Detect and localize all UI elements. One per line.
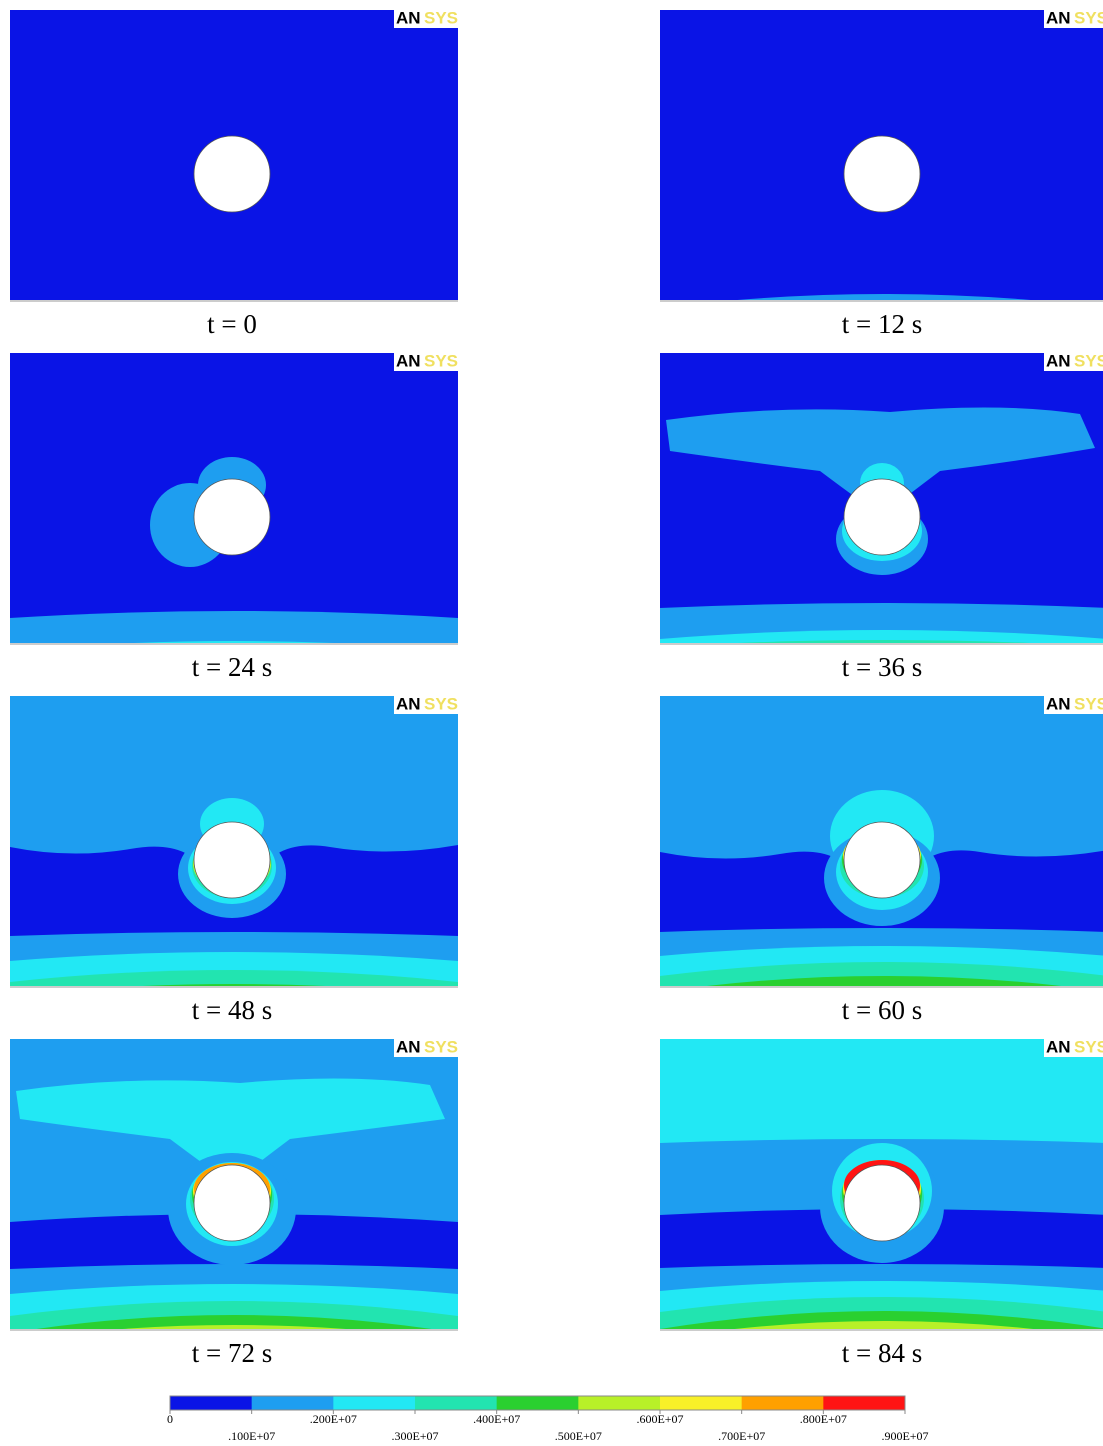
- contour-region: [666, 407, 1095, 516]
- legend-label: 0: [167, 1412, 173, 1426]
- logo-text: SYS: [1074, 351, 1103, 370]
- contour-panel: AN SYS: [10, 694, 458, 986]
- legend-swatch: [333, 1396, 416, 1410]
- logo-text: AN: [1046, 8, 1071, 27]
- legend-swatch: [741, 1396, 824, 1410]
- caption: t = 12 s: [842, 309, 923, 339]
- legend-label: .600E+07: [636, 1412, 683, 1426]
- caption: t = 84 s: [842, 1338, 923, 1368]
- logo-box: [1044, 353, 1103, 371]
- logo-box: [394, 696, 458, 714]
- logo-text: SYS: [424, 8, 458, 27]
- legend-label: .800E+07: [800, 1412, 847, 1426]
- logo-text: SYS: [424, 694, 458, 713]
- logo-box: [394, 353, 458, 371]
- logo-text: SYS: [424, 1037, 458, 1056]
- contour-band: [660, 630, 1103, 643]
- legend-label: .200E+07: [310, 1412, 357, 1426]
- contour-region: [660, 696, 1103, 876]
- cylinder: [193, 821, 271, 899]
- caption: t = 36 s: [842, 652, 923, 682]
- logo-text: SYS: [1074, 1037, 1103, 1056]
- logo-box: [394, 1039, 458, 1057]
- legend-frame: [169, 1395, 906, 1411]
- contour-panel: AN SYS: [10, 351, 458, 643]
- logo-text: AN: [396, 351, 421, 370]
- logo-text: SYS: [1074, 694, 1103, 713]
- contour-panel: AN SYS: [660, 8, 1103, 300]
- contour-panel: AN SYS: [660, 1037, 1103, 1329]
- legend-label: .900E+07: [881, 1429, 928, 1443]
- contour-band: [660, 1311, 1103, 1329]
- cylinder: [843, 135, 921, 213]
- legend-label: .400E+07: [473, 1412, 520, 1426]
- logo-text: AN: [1046, 1037, 1071, 1056]
- logo-text: AN: [1046, 694, 1071, 713]
- contour-band: [122, 1325, 346, 1329]
- legend-label: .300E+07: [391, 1429, 438, 1443]
- contour-band: [133, 641, 335, 643]
- contour-panel: AN SYS: [660, 694, 1103, 986]
- cylinder: [843, 1164, 921, 1242]
- contour-band: [737, 640, 1031, 643]
- contour-band: [734, 1321, 1034, 1329]
- contour-region: [16, 1078, 445, 1184]
- cylinder: [843, 478, 921, 556]
- logo-text: AN: [1046, 351, 1071, 370]
- legend-swatch: [660, 1396, 743, 1410]
- contour-band: [36, 1315, 432, 1329]
- contour-band: [707, 976, 1061, 986]
- logo-box: [1044, 696, 1103, 714]
- cylinder: [193, 1164, 271, 1242]
- legend-swatch: [251, 1396, 334, 1410]
- legend-swatch: [170, 1396, 253, 1410]
- legend-label: .700E+07: [718, 1429, 765, 1443]
- legend-swatch: [415, 1396, 498, 1410]
- logo-box: [1044, 10, 1103, 28]
- cylinder: [193, 478, 271, 556]
- contour-band: [737, 294, 1031, 300]
- legend-swatch: [823, 1396, 906, 1410]
- caption: t = 0: [207, 309, 257, 339]
- caption: t = 72 s: [192, 1338, 273, 1368]
- logo-text: AN: [396, 1037, 421, 1056]
- contour-region: [10, 696, 458, 871]
- contour-panel: AN SYS: [660, 351, 1103, 643]
- cylinder: [193, 135, 271, 213]
- logo-text: SYS: [424, 351, 458, 370]
- legend-label: .500E+07: [555, 1429, 602, 1443]
- logo-box: [394, 10, 458, 28]
- contour-band: [10, 611, 458, 643]
- logo-text: AN: [396, 8, 421, 27]
- contour-band: [10, 970, 458, 986]
- contour-panel: AN SYS: [10, 1037, 458, 1329]
- caption: t = 24 s: [192, 652, 273, 682]
- logo-box: [1044, 1039, 1103, 1057]
- caption: t = 48 s: [192, 995, 273, 1025]
- legend-swatch: [578, 1396, 661, 1410]
- legend-label: .100E+07: [228, 1429, 275, 1443]
- logo-text: SYS: [1074, 8, 1103, 27]
- cylinder: [843, 821, 921, 899]
- caption: t = 60 s: [842, 995, 923, 1025]
- contour-band: [143, 984, 325, 986]
- legend-swatch: [496, 1396, 579, 1410]
- contour-panel: AN SYS: [10, 8, 458, 300]
- logo-text: AN: [396, 694, 421, 713]
